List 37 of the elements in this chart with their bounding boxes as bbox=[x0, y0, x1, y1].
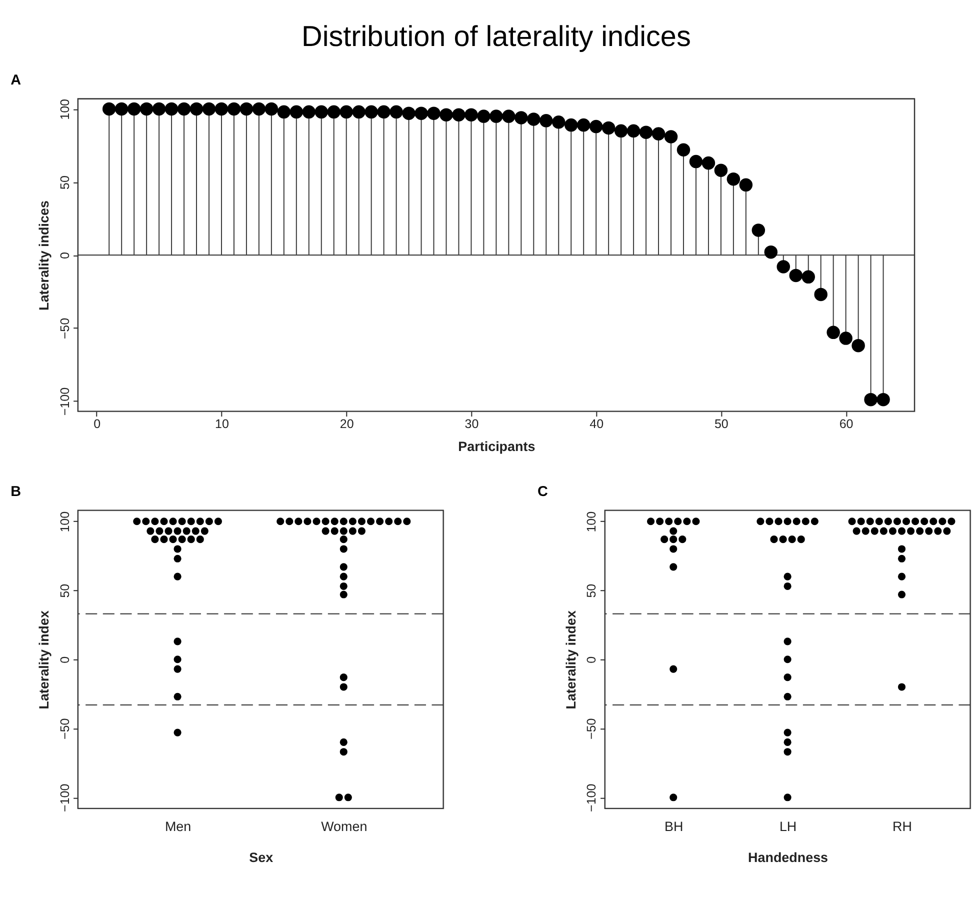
x-axis-title: Sex bbox=[249, 850, 274, 865]
x-tick-label: 40 bbox=[590, 417, 604, 432]
y-tick-label: 100 bbox=[58, 511, 72, 532]
y-tick-label: 100 bbox=[58, 98, 72, 120]
chart-title: Distribution of laterality indices bbox=[302, 20, 691, 53]
y-axis-title: Laterality index bbox=[36, 610, 52, 710]
x-tick-label: Men bbox=[164, 819, 192, 834]
text: C bbox=[538, 484, 549, 500]
text: B bbox=[10, 484, 21, 500]
x-tick-label: 0 bbox=[94, 417, 101, 432]
y-tick-label: 100 bbox=[584, 511, 599, 532]
x-axis-title: Participants bbox=[458, 439, 536, 454]
x-tick-label: 30 bbox=[464, 417, 479, 432]
y-tick-label: 0 bbox=[58, 656, 72, 664]
y-tick-label: −50 bbox=[58, 318, 72, 340]
y-tick-label: 0 bbox=[584, 656, 599, 664]
y-tick-label: 50 bbox=[58, 584, 72, 598]
text: A bbox=[10, 72, 22, 88]
x-tick-label: 60 bbox=[839, 417, 854, 432]
y-tick-label: 0 bbox=[58, 252, 72, 259]
x-tick-label: Women bbox=[321, 819, 368, 834]
y-tick-label: −100 bbox=[584, 784, 599, 812]
y-tick-label: −50 bbox=[58, 718, 72, 740]
y-tick-label: −50 bbox=[584, 718, 599, 740]
x-tick-label: 50 bbox=[714, 417, 728, 432]
x-tick-label: LH bbox=[779, 819, 797, 834]
x-tick-label: 10 bbox=[215, 417, 229, 432]
x-tick-label: 20 bbox=[340, 417, 354, 432]
x-axis-title: Handedness bbox=[748, 850, 828, 865]
y-axis-title: Laterality indices bbox=[36, 200, 52, 310]
y-tick-label: −100 bbox=[58, 387, 72, 416]
y-tick-label: −100 bbox=[58, 784, 72, 812]
y-tick-label: 50 bbox=[58, 175, 72, 190]
y-tick-label: 50 bbox=[584, 584, 599, 598]
x-tick-label: RH bbox=[892, 819, 912, 834]
x-tick-label: BH bbox=[664, 819, 684, 834]
y-axis-title: Laterality index bbox=[564, 610, 579, 710]
